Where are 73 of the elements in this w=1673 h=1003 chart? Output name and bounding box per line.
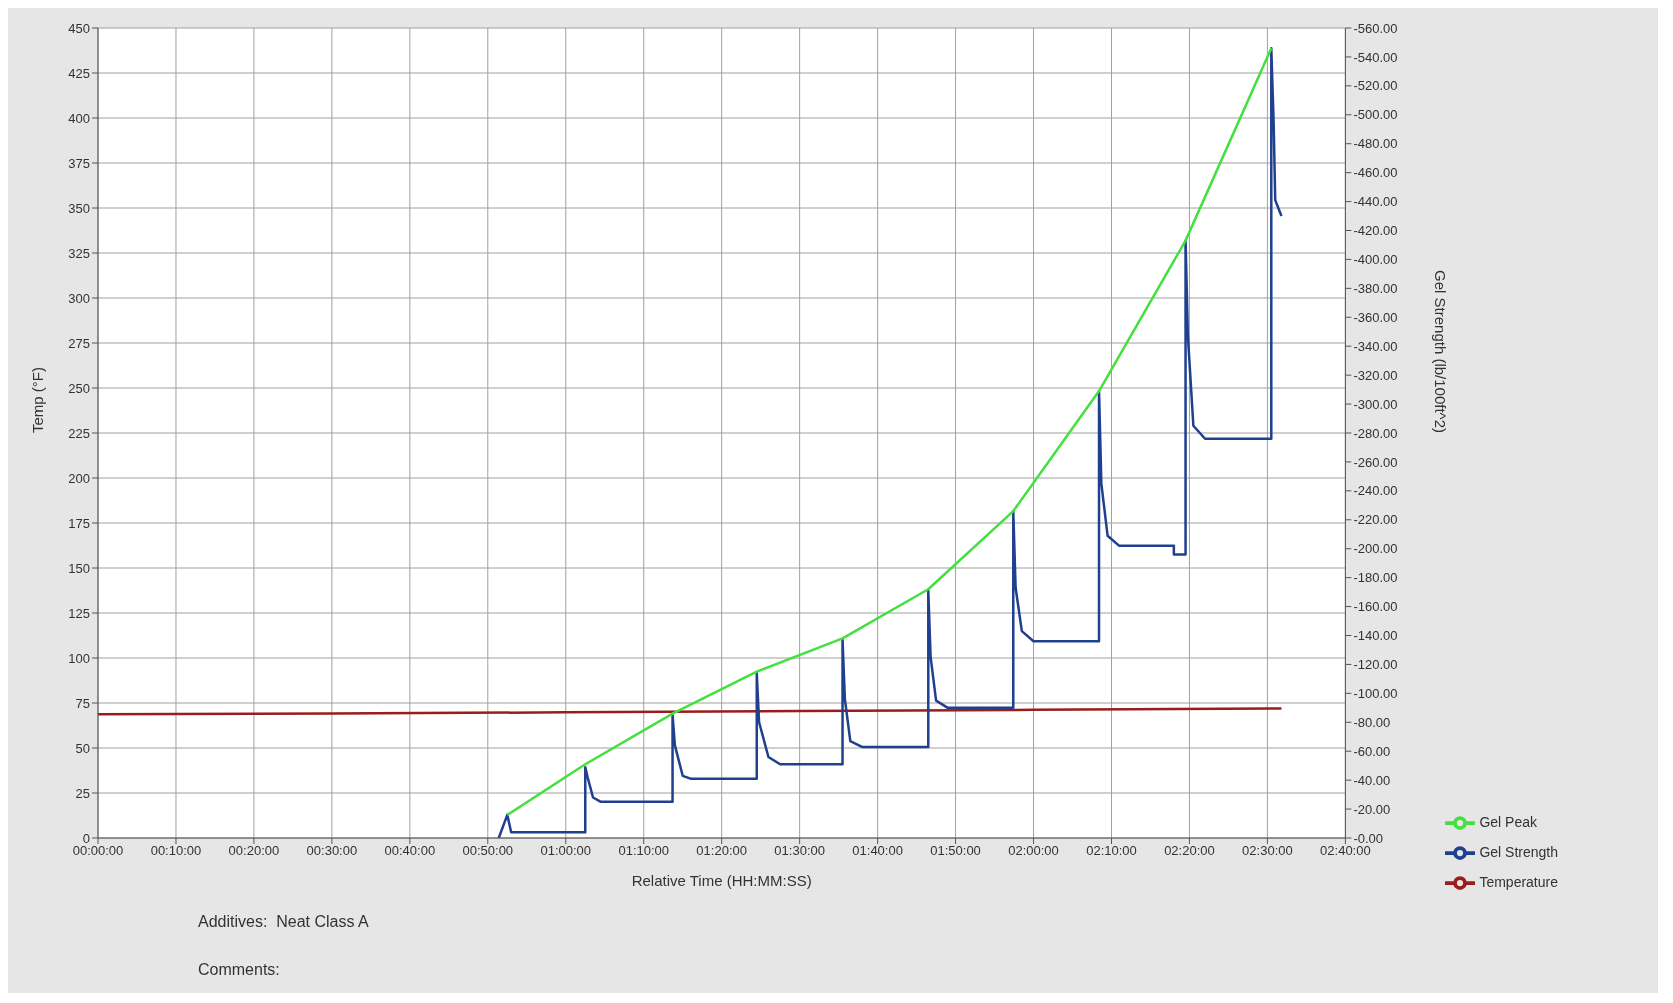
- y2-tick-label: -120.00: [1353, 657, 1398, 673]
- y2-tick-label: -20.00: [1353, 801, 1391, 817]
- y2-tick-label: -280.00: [1353, 425, 1398, 441]
- x-tick-label: 01:40:00: [852, 843, 903, 859]
- y2-tick-label: -520.00: [1353, 78, 1398, 94]
- legend-label: Gel Strength: [1479, 843, 1558, 860]
- y2-tick-label: -180.00: [1353, 570, 1398, 586]
- x-tick-label: 02:10:00: [1086, 843, 1137, 859]
- y-tick-label: 0: [82, 830, 90, 846]
- x-tick-label: 00:30:00: [306, 843, 358, 859]
- y-axis-title: Temp (°F): [29, 367, 47, 433]
- y2-tick-label: -240.00: [1353, 483, 1398, 499]
- y2-tick-label: -460.00: [1353, 165, 1398, 181]
- legend-label: Temperature: [1479, 873, 1558, 890]
- y2-tick-label: -540.00: [1353, 49, 1398, 65]
- x-tick-label: 02:30:00: [1242, 843, 1293, 859]
- y2-tick-label: -400.00: [1353, 252, 1398, 268]
- y-tick-label: 275: [68, 335, 90, 351]
- y-tick-label: 25: [75, 785, 90, 801]
- y2-tick-label: -440.00: [1353, 194, 1398, 210]
- x-tick-label: 00:00:00: [72, 843, 124, 859]
- x-tick-label: 01:00:00: [540, 843, 592, 859]
- text: Additives: Neat Class A: [198, 913, 369, 931]
- x-tick-label: 01:30:00: [774, 843, 825, 859]
- y2-tick-label: -340.00: [1353, 338, 1398, 354]
- y2-tick-label: -480.00: [1353, 136, 1398, 152]
- y2-tick-label: -420.00: [1353, 223, 1398, 239]
- y2-tick-label: -260.00: [1353, 454, 1398, 470]
- text: Comments:: [198, 961, 281, 979]
- x-tick-label: 02:20:00: [1164, 843, 1215, 859]
- y2-tick-label: -380.00: [1353, 280, 1398, 296]
- legend-label: Gel Peak: [1479, 813, 1537, 830]
- x-axis-title: Relative Time (HH:MM:SS): [631, 872, 812, 889]
- x-tick-label: 01:20:00: [696, 843, 747, 859]
- y-tick-label: 175: [68, 515, 90, 531]
- y2-tick-label: -80.00: [1353, 714, 1391, 730]
- y2-tick-label: -200.00: [1353, 541, 1398, 557]
- y2-tick-label: -220.00: [1353, 512, 1398, 528]
- y-tick-label: 425: [68, 65, 90, 81]
- y-tick-label: 75: [75, 695, 90, 711]
- y-tick-label: 50: [75, 740, 90, 756]
- y2-tick-label: -360.00: [1353, 309, 1398, 325]
- y2-tick-label: -60.00: [1353, 743, 1391, 759]
- y-tick-label: 225: [68, 425, 90, 441]
- y2-tick-label: -100.00: [1353, 685, 1398, 701]
- y2-tick-label: -0.00: [1353, 830, 1384, 846]
- y2-axis-title: Gel Strength (lb/100ft^2): [1432, 270, 1450, 433]
- x-tick-label: 01:10:00: [618, 843, 670, 859]
- x-tick-label: 00:40:00: [384, 843, 436, 859]
- y2-tick-label: -300.00: [1353, 396, 1398, 412]
- y-tick-label: 375: [68, 155, 90, 171]
- y2-tick-label: -560.00: [1353, 20, 1398, 36]
- x-tick-label: 00:20:00: [228, 843, 280, 859]
- y-tick-label: 100: [68, 650, 90, 666]
- y-tick-label: 400: [68, 110, 90, 126]
- x-tick-label: 01:50:00: [930, 843, 981, 859]
- x-tick-label: 02:00:00: [1008, 843, 1059, 859]
- y-tick-label: 200: [68, 470, 90, 486]
- y2-tick-label: -160.00: [1353, 599, 1398, 615]
- y-tick-label: 125: [68, 605, 90, 621]
- y-tick-label: 450: [68, 20, 90, 36]
- x-tick-label: 02:40:00: [1320, 843, 1371, 859]
- y-tick-label: 325: [68, 245, 90, 261]
- y2-tick-label: -500.00: [1353, 107, 1398, 123]
- y-tick-label: 150: [68, 560, 90, 576]
- y2-tick-label: -140.00: [1353, 628, 1398, 644]
- y2-tick-label: -320.00: [1353, 367, 1398, 383]
- x-tick-label: 00:50:00: [462, 843, 514, 859]
- y-tick-label: 300: [68, 290, 90, 306]
- x-tick-label: 00:10:00: [150, 843, 202, 859]
- y2-tick-label: -40.00: [1353, 772, 1391, 788]
- y-tick-label: 250: [68, 380, 90, 396]
- y-tick-label: 350: [68, 200, 90, 216]
